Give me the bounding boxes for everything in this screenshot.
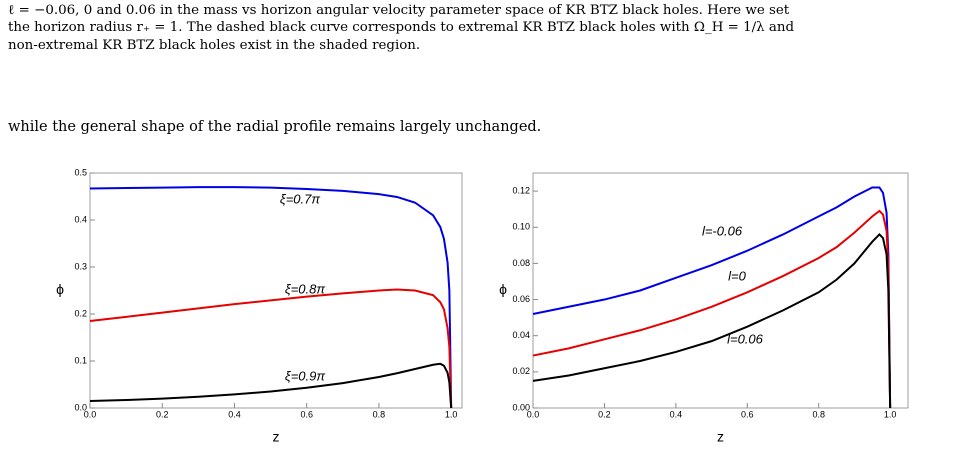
x-tick-label: 0.4 [670, 409, 683, 419]
x-tick-label: 0.6 [741, 409, 754, 419]
y-tick-label: 0.3 [74, 261, 87, 271]
y-axis-label: ϕ [56, 281, 64, 297]
x-tick-label: 0.0 [527, 409, 540, 419]
y-tick-label: 0.10 [512, 222, 530, 232]
caption-line: the horizon radius r₊ = 1. The dashed bl… [8, 20, 795, 35]
curve-label: ξ=0.9π [285, 368, 325, 383]
y-tick-label: 0.4 [74, 214, 87, 224]
y-axis-label: ϕ [499, 281, 507, 297]
curve [89, 186, 453, 409]
x-tick-label: 1.0 [884, 409, 897, 419]
curve [532, 233, 892, 409]
x-axis-label: z [273, 429, 280, 445]
caption-line: ℓ = −0.06, 0 and 0.06 in the mass vs hor… [8, 3, 790, 18]
plot-frame [89, 172, 463, 409]
y-tick-label: 0.5 [74, 167, 87, 177]
y-tick-label: 0.02 [512, 366, 530, 376]
x-tick-label: 0.0 [84, 409, 97, 419]
y-tick-label: 0.08 [512, 258, 530, 268]
paragraph: while the general shape of the radial pr… [8, 119, 542, 135]
x-tick-label: 0.8 [812, 409, 825, 419]
curve [89, 288, 453, 409]
curve-label: l=0 [728, 268, 746, 283]
x-tick-label: 0.4 [228, 409, 241, 419]
curve [532, 186, 892, 409]
x-tick-label: 0.8 [373, 409, 386, 419]
y-tick-label: 0.04 [512, 330, 530, 340]
curve-label: ξ=0.7π [280, 191, 320, 206]
y-tick-label: 0.12 [512, 185, 530, 195]
curve-label: ξ=0.8π [285, 281, 325, 296]
x-tick-label: 0.2 [598, 409, 611, 419]
curve-label: l=-0.06 [702, 223, 743, 238]
y-tick-label: 0.0 [74, 402, 87, 412]
caption-line: non-extremal KR BTZ black holes exist in… [8, 38, 421, 53]
y-tick-label: 0.1 [74, 355, 87, 365]
curve-label: l=0.06 [727, 331, 764, 346]
x-axis-label: z [717, 429, 724, 445]
plot-frame [532, 172, 909, 409]
x-tick-label: 0.2 [156, 409, 169, 419]
x-tick-label: 0.6 [300, 409, 313, 419]
x-tick-label: 1.0 [445, 409, 458, 419]
y-tick-label: 0.00 [512, 402, 530, 412]
curve [89, 362, 453, 409]
curve [532, 209, 892, 409]
y-tick-label: 0.2 [74, 308, 87, 318]
y-tick-label: 0.06 [512, 294, 530, 304]
